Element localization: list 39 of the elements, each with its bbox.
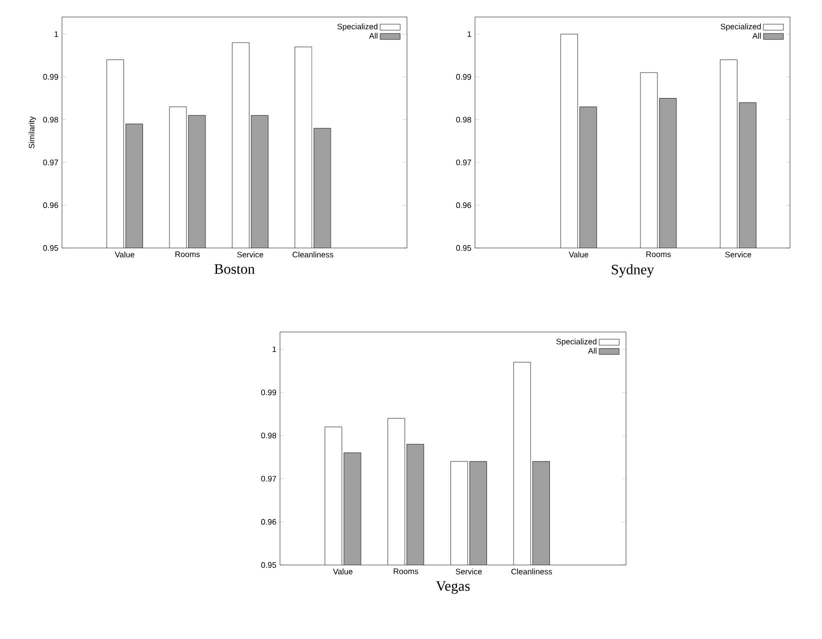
- y-tick-label: 0.97: [43, 160, 58, 166]
- y-tick-label: 1: [468, 31, 472, 37]
- y-tick-label: 0.97: [456, 160, 472, 166]
- y-tick-label: 0.95: [261, 562, 276, 568]
- x-tick-label: Service: [456, 568, 482, 574]
- y-tick-label: 0.97: [261, 476, 276, 482]
- x-tick-label: Cleanliness: [511, 568, 552, 574]
- x-tick-label: Rooms: [646, 252, 671, 258]
- x-tick-label: Service: [237, 252, 264, 258]
- y-tick-label: 1: [54, 31, 58, 37]
- x-tick-label: Rooms: [175, 252, 200, 258]
- y-tick-label: 0.99: [261, 390, 276, 396]
- y-tick-label: 0.96: [43, 202, 58, 208]
- x-tick-label: Service: [725, 252, 752, 258]
- x-tick-label: Value: [114, 252, 134, 258]
- legend-label: Specialized: [720, 24, 761, 31]
- y-tick-label: 0.96: [456, 202, 472, 208]
- legend-label: Specialized: [556, 338, 596, 346]
- y-tick-label: 0.98: [456, 116, 472, 122]
- x-tick-label: Rooms: [394, 568, 418, 574]
- y-tick-label: 0.99: [43, 74, 58, 80]
- x-tick-label: Value: [333, 568, 352, 574]
- y-tick-label: 1: [272, 346, 276, 352]
- y-tick-label: 0.98: [261, 432, 276, 438]
- x-axis-title: Vegas: [436, 581, 470, 594]
- y-tick-label: 0.95: [456, 245, 472, 251]
- legend-label: All: [369, 32, 378, 39]
- x-tick-label: Value: [568, 252, 588, 258]
- x-axis-title: Sydney: [612, 264, 654, 278]
- legend-label: All: [752, 32, 761, 39]
- y-tick-label: 0.98: [43, 116, 58, 122]
- legend-label: All: [588, 348, 596, 354]
- y-tick-label: 0.99: [456, 74, 472, 80]
- legend-label: Specialized: [337, 24, 378, 31]
- y-axis-title: Similarity: [28, 116, 36, 148]
- x-axis-title: Boston: [214, 264, 255, 274]
- y-tick-label: 0.95: [43, 245, 58, 251]
- x-tick-label: Cleanliness: [292, 252, 334, 258]
- y-tick-label: 0.96: [261, 519, 276, 525]
